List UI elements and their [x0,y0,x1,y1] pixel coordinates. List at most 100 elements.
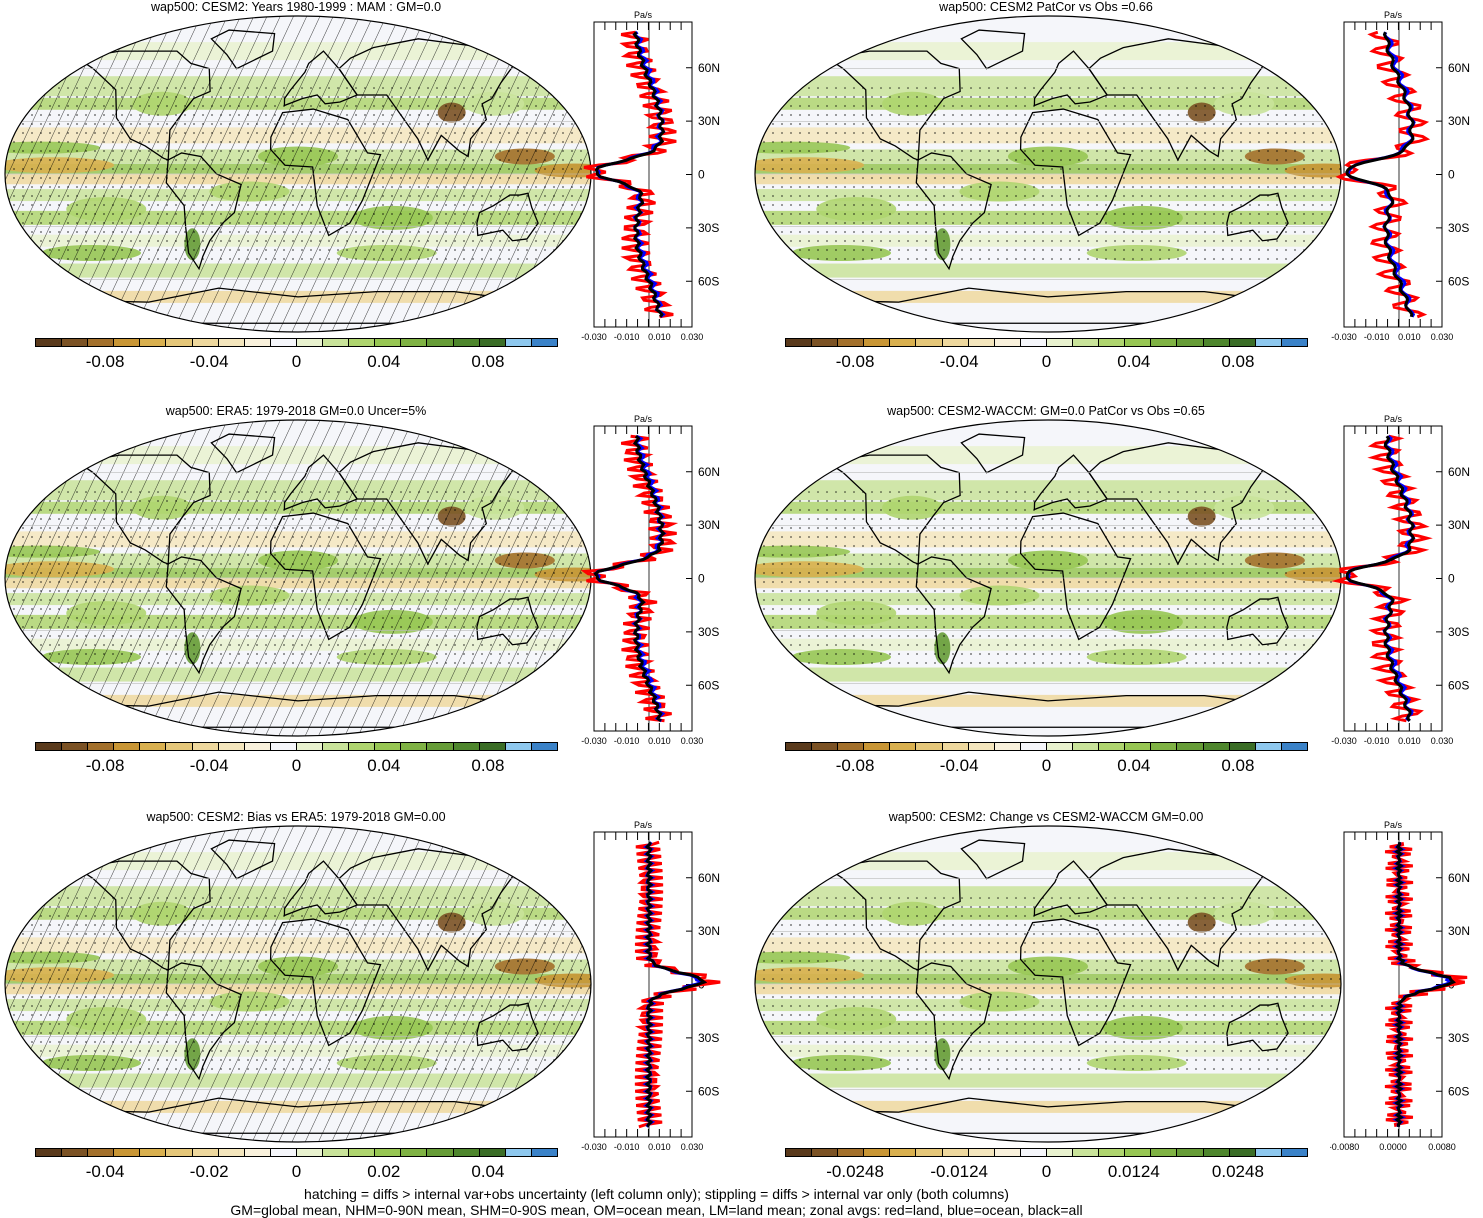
colorbar-label: -0.04 [939,756,979,775]
zonal-x-tick-label: -0.030 [581,332,607,342]
zonal-x-tick-label: 0.030 [681,332,704,342]
colorbar-swatch [88,743,115,750]
colorbar-label: 0.04 [1117,352,1151,371]
coastline [960,839,1026,880]
colorbar-swatch [968,1149,995,1156]
world-map [754,15,1342,333]
colorbar-swatch [505,1149,532,1156]
coastline [820,1097,1276,1134]
colorbar-swatch [114,743,141,750]
colorbar-swatch [1073,339,1100,346]
colorbar-swatch [916,339,943,346]
colorbar-swatch [296,339,324,346]
colorbar-label: 0.04 [367,756,401,775]
zonal-units: Pa/s [1384,10,1403,20]
colorbar-swatch [1177,339,1204,346]
colorbar-swatch [453,339,480,346]
colorbar-swatch [375,1149,402,1156]
zonal-x-tick-label: 0.010 [1398,332,1421,342]
zonal-land-line [634,840,721,1129]
colorbar-swatch [375,743,402,750]
colorbar-label: 0.02 [367,1162,401,1181]
colorbar-swatch [192,743,219,750]
zonal-units: Pa/s [634,820,653,830]
zonal-x-tick-label: -0.010 [614,1142,640,1152]
colorbar-swatch [323,1149,350,1156]
colorbar-label: 0 [1041,352,1052,371]
colorbar-swatch [140,1149,167,1156]
colorbar-swatch [968,339,995,346]
colorbar-swatch [296,743,324,750]
colorbar-swatch [1073,1149,1100,1156]
colorbar-swatch [1020,1149,1047,1156]
colorbar-swatch [1046,1149,1074,1156]
colorbar-swatch [270,743,297,750]
colorbar-swatch [942,1149,969,1156]
colorbar-label: -0.08 [835,352,875,371]
colorbar-swatch [838,339,865,346]
colorbar-swatch [62,1149,89,1156]
zonal-x-tick-label: -0.030 [1331,332,1357,342]
coastline [820,691,1276,728]
zonal-land-line [583,30,677,319]
colorbar-label: -0.04 [189,756,229,775]
colorbar-swatch [192,1149,219,1156]
colorbar-label: 0.08 [471,756,505,775]
zonal-average-plot: Pa/s 60N 30N 0 30S 60S -0.030 -0.010 0.010 0.030 [1330,408,1480,753]
zonal-x-tick-label: 0.010 [648,1142,671,1152]
colorbar-swatch [1020,743,1047,750]
colorbar-swatch [270,339,297,346]
zonal-lat-label: 60S [1448,678,1469,692]
colorbar-swatch [1229,743,1256,750]
colorbar-swatch [1203,339,1230,346]
colorbar-swatch [218,743,245,750]
colorbar-swatch [296,1149,324,1156]
colorbar-swatch [1099,339,1126,346]
colorbar-label: -0.08 [85,756,125,775]
zonal-average-plot: Pa/s 60N 30N 0 30S 60S -0.030 -0.010 0.010 0.030 [1330,4,1480,349]
zonal-x-tick-label: -0.010 [1364,736,1390,746]
colorbar-swatch [1125,743,1152,750]
zonal-lat-label: 60S [698,274,719,288]
colorbar-label: -0.02 [189,1162,229,1181]
colorbar-swatch [218,339,245,346]
zonal-lat-label: 0 [1448,168,1455,182]
colorbar-swatch [1255,339,1282,346]
map-panel [3,418,593,738]
colorbar-swatch [994,1149,1021,1156]
colorbar-label: 0 [291,352,302,371]
colorbar-swatch [812,1149,839,1156]
zonal-x-tick-label: 0.030 [1431,332,1454,342]
colorbar-swatch [505,743,532,750]
zonal-lat-label: 0 [698,168,705,182]
colorbar-swatch [192,339,219,346]
zonal-x-tick-label: 0.030 [681,736,704,746]
zonal-x-tick-label: -0.0080 [1330,1142,1359,1152]
zonal-units: Pa/s [1384,820,1403,830]
colorbar-label: -0.04 [85,1162,125,1181]
colorbar-swatch [1151,1149,1178,1156]
colorbar-swatch [916,743,943,750]
colorbar-swatch [1281,339,1307,346]
world-map [4,419,592,737]
colorbar-swatch [1203,743,1230,750]
colorbar-swatch [864,339,891,346]
colorbar-swatch [375,339,402,346]
colorbar-swatch [401,339,428,346]
colorbar-label: 0.0124 [1107,1162,1160,1181]
colorbar-label: 0.08 [1221,352,1255,371]
colorbar-swatch [140,743,167,750]
colorbar-swatch [1020,339,1047,346]
zonal-x-tick-label: -0.010 [1364,332,1390,342]
colorbar-label: 0 [291,756,302,775]
colorbar-swatch [427,743,454,750]
colorbar-swatch [1099,1149,1126,1156]
zonal-all-line [644,841,708,1128]
colorbar-swatch [244,339,271,346]
zonal-lat-label: 30S [1448,625,1469,639]
colorbar-swatch [1177,743,1204,750]
colorbar-swatch [114,1149,141,1156]
colorbar-label: 0 [1041,756,1052,775]
colorbar-label: -0.08 [835,756,875,775]
zonal-lat-label: 60N [698,465,720,479]
